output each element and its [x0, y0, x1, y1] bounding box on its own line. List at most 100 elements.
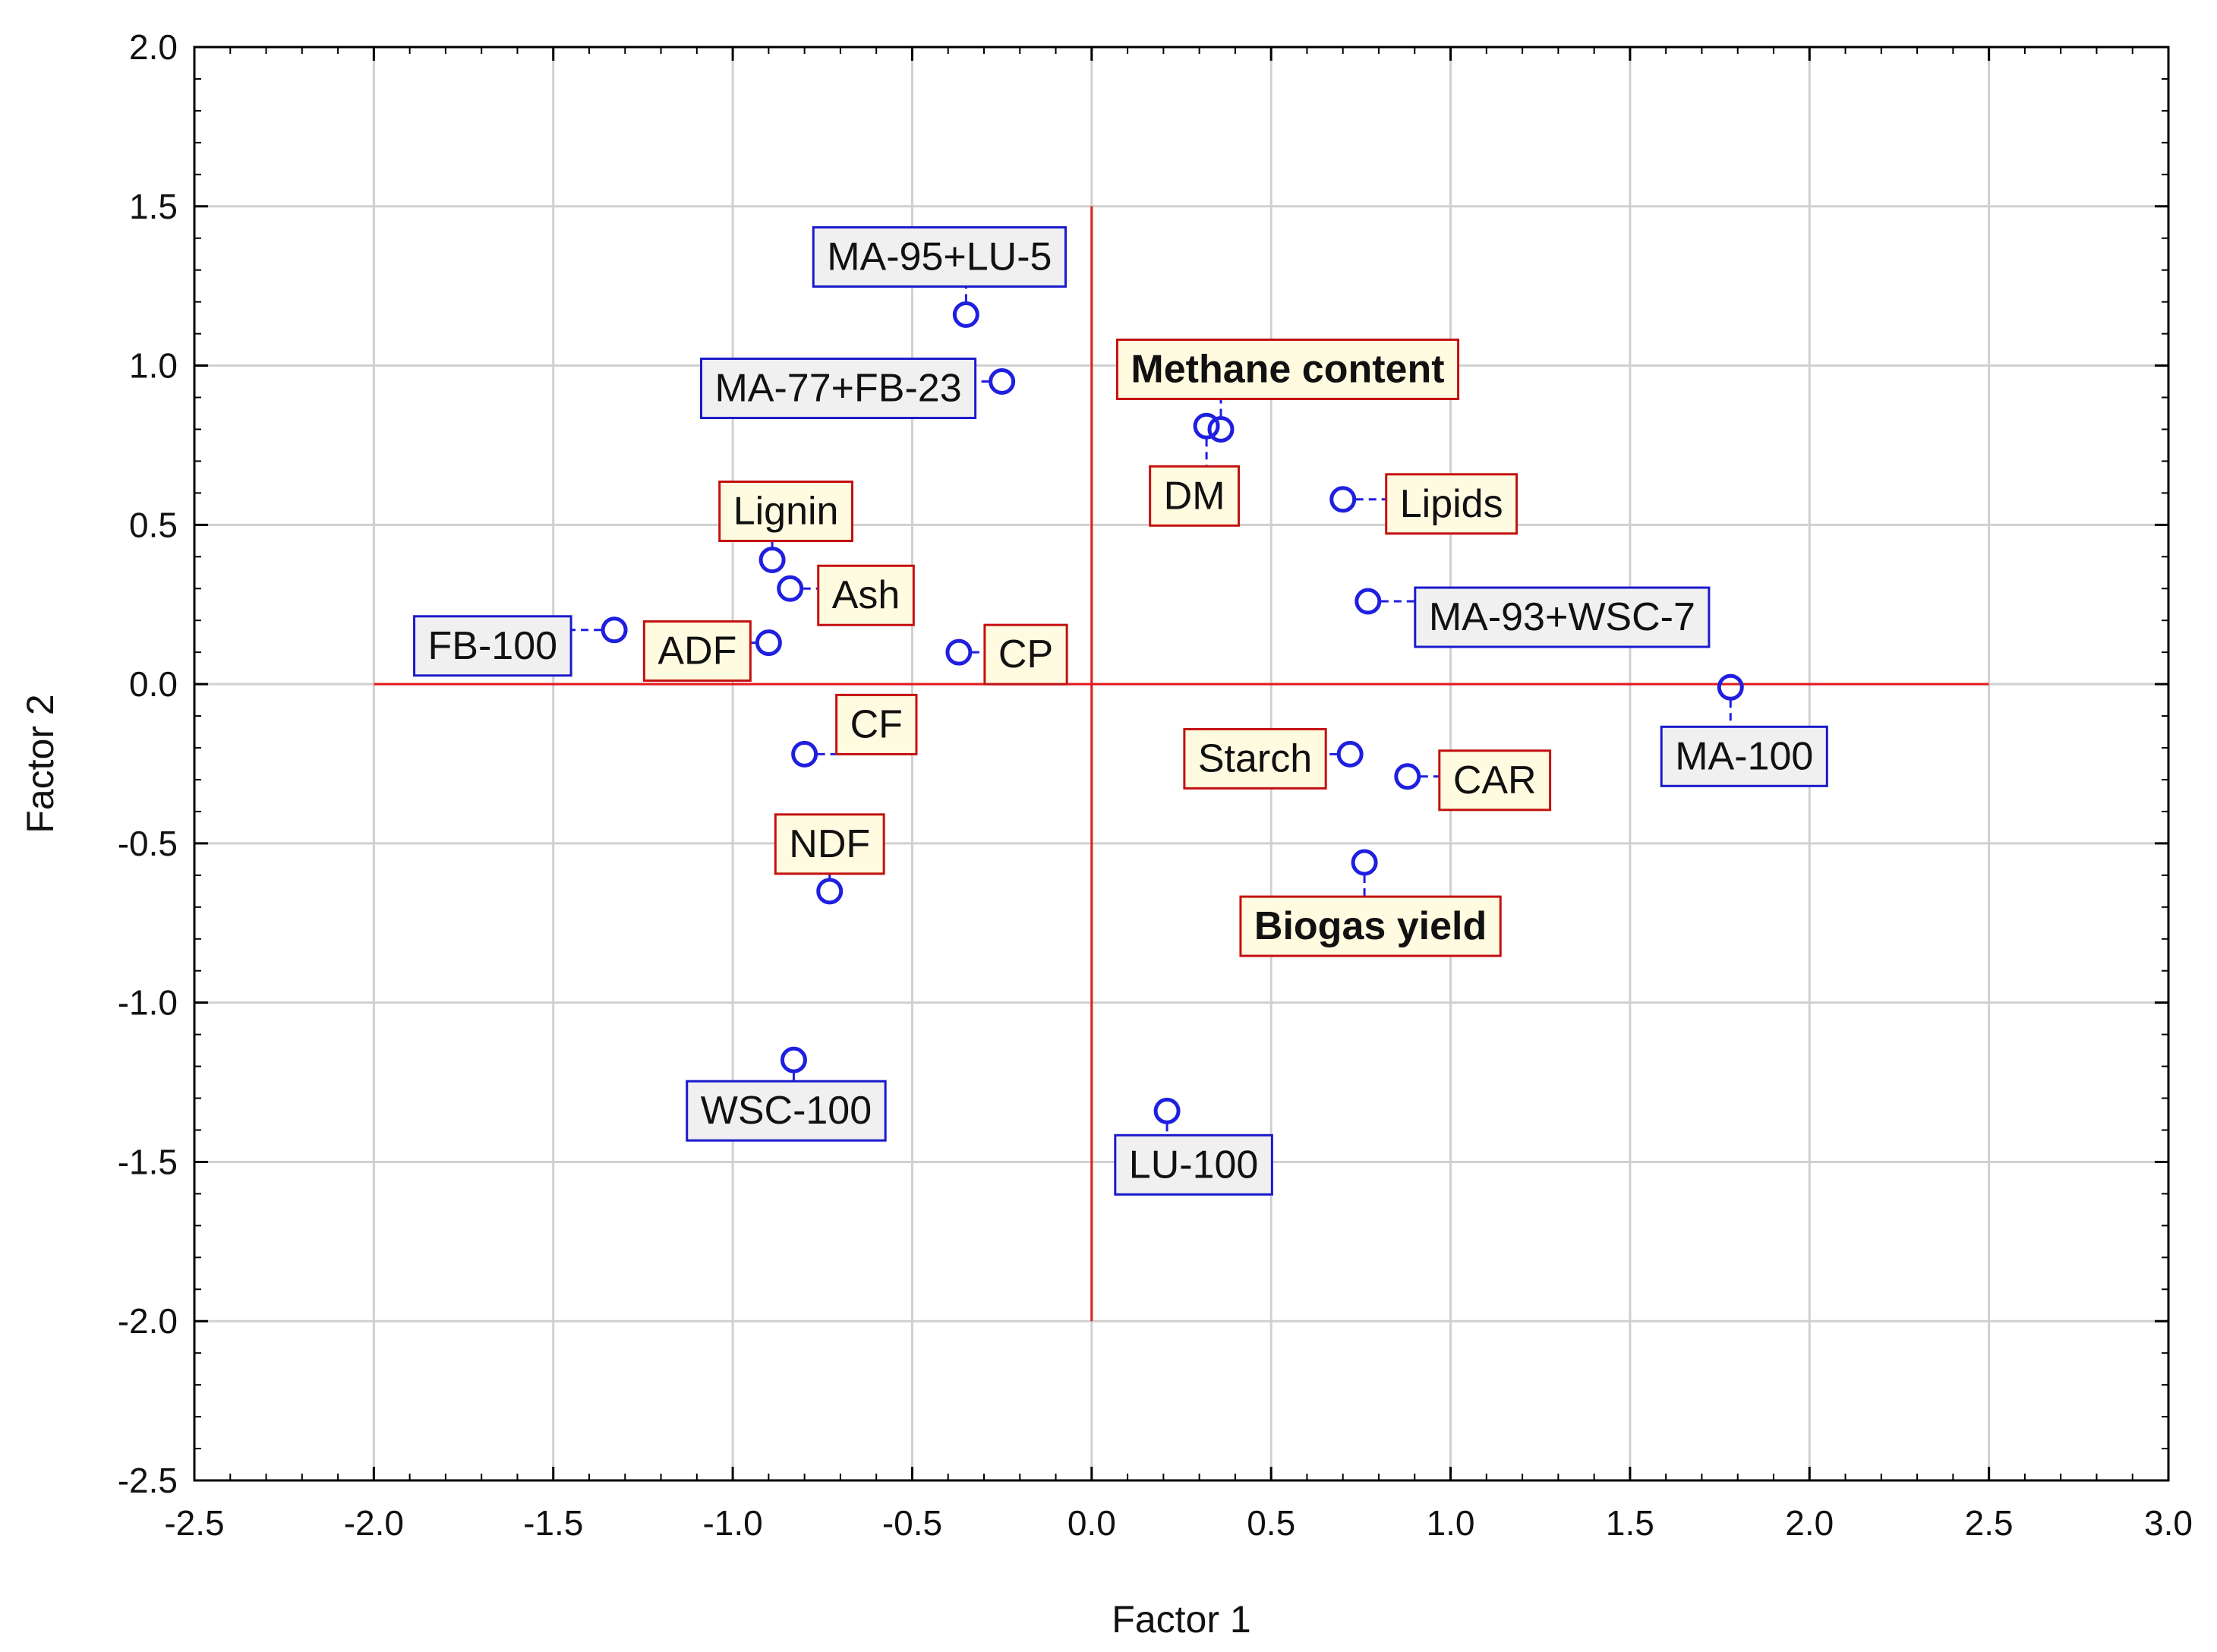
point-label-frame [686, 1080, 887, 1142]
point-label-frame [983, 623, 1068, 686]
y-tick-label: 0.5 [129, 505, 178, 544]
point-label-box: MA-77+FB-23 [699, 358, 977, 420]
point-label: MA-77+FB-23 [714, 367, 961, 411]
point-label: Methane content [1131, 347, 1444, 391]
data-point-marker [1717, 673, 1744, 701]
data-point-marker [945, 638, 973, 666]
data-point-marker [780, 1046, 807, 1073]
point-label-frame [413, 615, 572, 677]
point-label-frame [1149, 465, 1241, 527]
point-label-frame [817, 564, 915, 626]
x-tick-label: 3.0 [2144, 1503, 2193, 1543]
point-label: FB-100 [428, 624, 558, 668]
point-label-frame [1385, 473, 1518, 535]
data-point-marker [1153, 1097, 1181, 1124]
point-label-frame [812, 225, 1067, 288]
point-label-box: Lipids [1385, 473, 1518, 535]
point-label-box: WSC-100 [686, 1080, 887, 1142]
x-tick-label: -2.0 [344, 1503, 404, 1543]
x-tick-label: -2.5 [164, 1503, 224, 1543]
x-tick-label: 2.0 [1785, 1503, 1834, 1543]
point-label: Ash [832, 573, 900, 617]
point-label-box: FB-100 [413, 615, 572, 677]
data-point-marker [601, 616, 628, 644]
point-label-box: MA-100 [1660, 725, 1828, 787]
point-label: MA-95+LU-5 [827, 235, 1052, 279]
grid [194, 47, 2168, 1480]
point-label-box: ADF [642, 620, 752, 683]
point-label: MA-93+WSC-7 [1429, 595, 1695, 639]
x-tick-label: -0.5 [882, 1503, 942, 1543]
point-label: LU-100 [1129, 1143, 1259, 1187]
point-label: CAR [1453, 758, 1537, 802]
y-tick-label: 0.0 [129, 664, 178, 704]
point-label: WSC-100 [701, 1089, 872, 1133]
point-label-box: Lignin [718, 480, 853, 542]
plot-area-frame [193, 46, 2170, 1482]
point-label-frame [1114, 1133, 1273, 1196]
data-point-marker [791, 740, 818, 768]
data-point-marker [1354, 588, 1382, 615]
point-label-box: Biogas yield [1239, 895, 1502, 957]
label-leaders [571, 286, 1732, 1136]
x-tick-label: 1.0 [1427, 1503, 1475, 1543]
point-label-frame [699, 358, 977, 420]
point-label-box: MA-93+WSC-7 [1414, 586, 1711, 648]
point-label-frame [1438, 749, 1552, 812]
y-tick-labels: 2.0 1.5 1.0 0.5 0.0 -0.5 -1.0 -1.5 -2.0 -2.5 [118, 27, 178, 1500]
data-point-marker [758, 546, 786, 573]
y-tick-label: 1.5 [129, 187, 178, 226]
y-tick-label: -1.0 [118, 983, 178, 1023]
point-label: NDF [789, 822, 870, 866]
x-tick-label: 0.5 [1247, 1503, 1295, 1543]
point-label-frame [718, 480, 853, 542]
x-tick-label: 2.5 [1965, 1503, 2014, 1543]
point-labels: MA-95+LU-5 MA-77+FB-23 FB-100 MA-93+WSC-7 MA… [413, 225, 1828, 1196]
data-point-marker [1336, 740, 1364, 768]
x-tick-label: 1.5 [1606, 1503, 1654, 1543]
data-point-marker [952, 301, 979, 328]
x-tick-label: -1.0 [702, 1503, 762, 1543]
data-point-marker [755, 629, 782, 657]
point-label: DM [1164, 474, 1225, 518]
x-tick-labels: -2.5 -2.0 -1.5 -1.0 -0.5 0.0 0.5 1.0 1.5 2.0 2.5 3.… [164, 1503, 2193, 1543]
data-point-marker [1394, 763, 1421, 790]
point-label: Lignin [733, 489, 839, 533]
point-label: ADF [658, 629, 736, 673]
point-label-frame [1660, 725, 1828, 787]
point-label-frame [642, 620, 752, 683]
point-label-frame [774, 813, 885, 875]
y-tick-label: -0.5 [118, 824, 178, 863]
point-label: Lipids [1400, 482, 1503, 526]
point-label-box: LU-100 [1114, 1133, 1273, 1196]
point-label-frame [1115, 338, 1460, 400]
point-label: MA-100 [1675, 734, 1813, 778]
data-point-marker [1351, 849, 1378, 876]
point-label-frame [1183, 727, 1327, 790]
point-label-box: Ash [817, 564, 915, 626]
point-label: Starch [1198, 736, 1312, 780]
y-tick-label: -1.5 [118, 1142, 178, 1181]
point-label-box: CAR [1438, 749, 1552, 812]
axis-ticks [193, 46, 2170, 1482]
point-label: Biogas yield [1254, 904, 1487, 948]
point-label-box: Methane content [1115, 338, 1460, 400]
data-point-marker [989, 368, 1016, 396]
data-point-marker [777, 575, 804, 602]
data-point-marker [1193, 412, 1220, 440]
point-label: CP [998, 632, 1053, 676]
point-label: CF [850, 702, 903, 746]
data-point-marker [1329, 486, 1357, 513]
data-points [601, 301, 1744, 1124]
point-label-box: CP [983, 623, 1068, 686]
point-label-box: Starch [1183, 727, 1327, 790]
y-tick-label: -2.0 [118, 1301, 178, 1341]
x-tick-label: 0.0 [1068, 1503, 1116, 1543]
point-label-box: CF [835, 693, 918, 755]
x-axis-title: Factor 1 [1112, 1598, 1250, 1641]
point-label-box: DM [1149, 465, 1241, 527]
point-label-frame [1239, 895, 1502, 957]
data-point-marker [1207, 415, 1235, 443]
y-tick-label: -2.5 [118, 1461, 178, 1500]
